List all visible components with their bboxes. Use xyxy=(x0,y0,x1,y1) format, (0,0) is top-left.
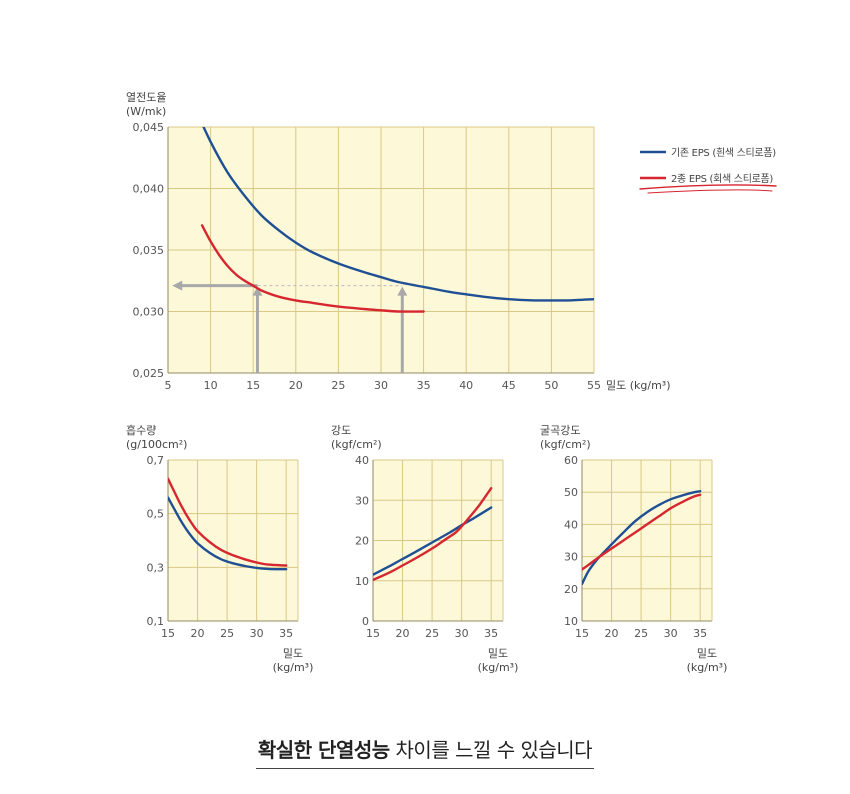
up-arrow-head xyxy=(397,286,408,296)
x-tick-label: 20 xyxy=(191,627,205,640)
y-tick-label: 0,5 xyxy=(147,508,165,521)
legend-underline xyxy=(639,184,777,190)
left-arrow-head xyxy=(172,280,183,291)
y-axis-title: 굴곡강도 xyxy=(540,424,580,437)
y-axis-unit: (kgf/cm²) xyxy=(540,438,591,451)
y-axis-unit: (g/100cm²) xyxy=(126,438,187,451)
x-tick-label: 30 xyxy=(250,627,264,640)
y-tick-label: 0 xyxy=(362,615,369,628)
caption-bold: 확실한 단열성능 xyxy=(257,738,390,762)
up-arrow-head xyxy=(252,286,263,296)
y-axis-title: 흡수량 xyxy=(126,423,156,437)
x-tick-label: 30 xyxy=(664,627,678,640)
y-tick-label: 0,035 xyxy=(133,244,165,257)
x-tick-label: 45 xyxy=(502,379,516,392)
x-tick-label: 35 xyxy=(417,379,431,392)
chart-absorption: 0,1 0,3 0,5 0,7 15 20 25 30 35 흡수량(g/100cm²) 밀도(kg… xyxy=(126,423,313,674)
x-tick-label: 30 xyxy=(374,379,388,392)
series-line xyxy=(373,506,493,576)
plot-area xyxy=(582,460,712,621)
x-tick-label: 25 xyxy=(634,627,648,640)
y-axis-unit: (W/mk) xyxy=(126,105,166,118)
y-tick-label: 0,7 xyxy=(147,454,165,467)
y-tick-label: 40 xyxy=(564,518,578,531)
x-tick-label: 25 xyxy=(220,627,234,640)
x-axis-unit: (kg/m³) xyxy=(687,661,728,674)
x-tick-label: 35 xyxy=(484,627,498,640)
chart-flexural: 10 20 30 40 50 60 15 20 25 30 35 굴곡강도(kgf/cm²) 밀도(kg… xyxy=(540,424,727,674)
x-tick-label: 25 xyxy=(425,627,439,640)
x-tick-label: 10 xyxy=(204,379,218,392)
series-line xyxy=(582,490,702,586)
y-tick-label: 20 xyxy=(564,583,578,596)
y-tick-label: 50 xyxy=(564,486,578,499)
chart-thermal: 0,025 0,030 0,035 0,040 0,045 5 10 15 20 25 30 35 40… xyxy=(126,91,671,392)
chart-strength: 0 10 20 30 40 15 20 25 30 35 강도(kgf/cm²) 밀도(kg/m³) xyxy=(331,424,518,674)
y-axis-title: 강도 xyxy=(331,424,351,437)
x-tick-label: 35 xyxy=(693,627,707,640)
x-tick-label: 20 xyxy=(289,379,303,392)
y-tick-label: 40 xyxy=(355,454,369,467)
y-axis-unit: (kgf/cm²) xyxy=(331,438,382,451)
x-axis-title: 밀도 xyxy=(697,647,717,660)
y-tick-label: 0,025 xyxy=(133,367,165,380)
x-tick-label: 15 xyxy=(366,627,380,640)
x-tick-label: 15 xyxy=(161,627,175,640)
x-axis-title: 밀도 xyxy=(488,647,508,660)
y-tick-label: 10 xyxy=(564,615,578,628)
x-axis-title: 밀도 xyxy=(283,647,303,660)
x-tick-label: 30 xyxy=(455,627,469,640)
x-tick-label: 55 xyxy=(587,379,601,392)
x-axis-unit: (kg/m³) xyxy=(478,661,519,674)
y-tick-label: 30 xyxy=(564,551,578,564)
series-group xyxy=(582,490,702,586)
y-axis-title: 열전도율 xyxy=(126,91,166,104)
x-tick-label: 35 xyxy=(279,627,293,640)
y-tick-label: 60 xyxy=(564,454,578,467)
x-axis-title: 밀도 (kg/m³) xyxy=(606,379,671,392)
y-tick-label: 10 xyxy=(355,575,369,588)
y-tick-label: 0,030 xyxy=(133,306,165,319)
series-group xyxy=(168,477,288,571)
y-tick-label: 30 xyxy=(355,494,369,507)
series-line xyxy=(202,127,594,302)
series-line xyxy=(168,477,288,567)
series-line xyxy=(582,493,702,571)
x-tick-label: 15 xyxy=(575,627,589,640)
legend-label: 2종 EPS (회색 스티로폼) xyxy=(671,173,773,185)
x-tick-label: 20 xyxy=(396,627,410,640)
plot-area xyxy=(168,460,298,621)
y-tick-label: 0,045 xyxy=(133,121,165,134)
y-tick-label: 0,040 xyxy=(133,183,165,196)
caption-rest: 차이를 느낄 수 있습니다 xyxy=(389,738,593,762)
y-tick-label: 0,3 xyxy=(147,561,165,574)
x-tick-label: 20 xyxy=(605,627,619,640)
legend: 기존 EPS (흰색 스티로폼) 2종 EPS (회색 스티로폼) xyxy=(639,147,777,194)
series-group xyxy=(373,487,493,582)
series-group xyxy=(200,127,594,313)
series-line xyxy=(373,487,493,582)
legend-underline xyxy=(647,189,773,194)
series-line xyxy=(200,224,425,313)
x-tick-label: 25 xyxy=(331,379,345,392)
y-tick-label: 0,1 xyxy=(147,615,165,628)
x-tick-label: 15 xyxy=(246,379,260,392)
legend-label: 기존 EPS (흰색 스티로폼) xyxy=(671,147,776,159)
x-tick-label: 5 xyxy=(165,379,172,392)
caption: 확실한 단열성능 차이를 느낄 수 있습니다 xyxy=(0,734,850,769)
x-axis-unit: (kg/m³) xyxy=(273,661,314,674)
x-tick-label: 40 xyxy=(459,379,473,392)
series-line xyxy=(168,496,288,571)
x-tick-label: 50 xyxy=(544,379,558,392)
y-tick-label: 20 xyxy=(355,535,369,548)
